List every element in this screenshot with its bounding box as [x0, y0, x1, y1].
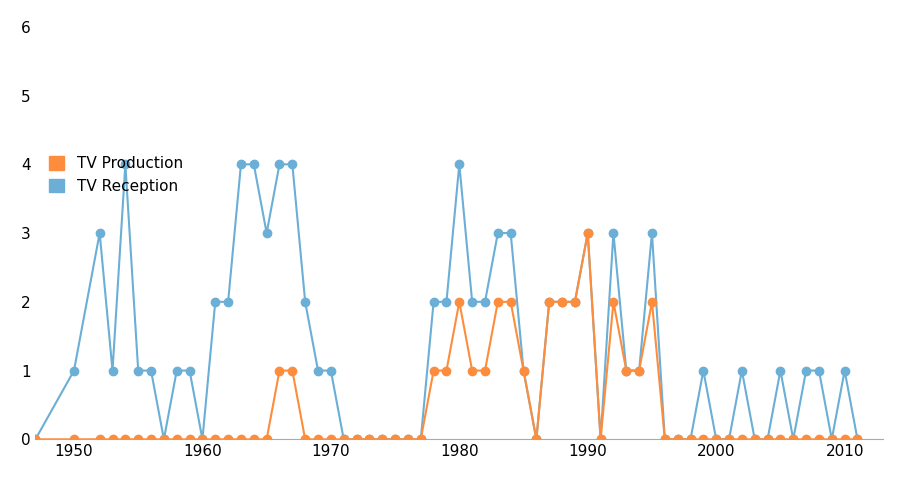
Legend: TV Production, TV Reception: TV Production, TV Reception — [43, 150, 189, 200]
